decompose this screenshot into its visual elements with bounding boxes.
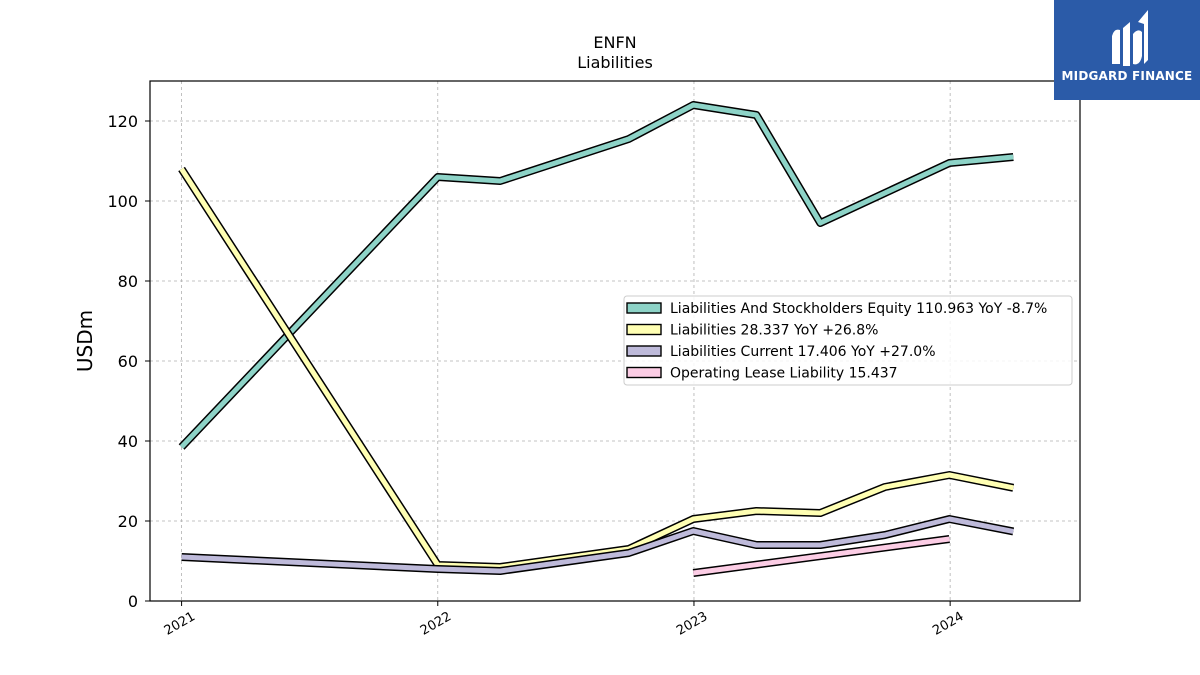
series-liabilities-and-stockholders-equity (178, 101, 1014, 450)
series-lines (178, 101, 1015, 577)
series-liabilities-current (181, 515, 1015, 575)
series-line (692, 536, 950, 576)
brand-logo: MIDGARD FINANCE (1054, 0, 1200, 100)
legend-entry: Liabilities And Stockholders Equity 110.… (670, 301, 1047, 317)
series-line-outline (178, 101, 1014, 450)
legend-swatch (626, 345, 662, 357)
legend-swatch (626, 323, 662, 336)
legend-swatch (626, 366, 662, 379)
logo-wordmark: MIDGARD FINANCE (1061, 69, 1193, 83)
y-axis: 0 20 40 60 80 100 120 (107, 112, 150, 611)
y-tick-label: 120 (107, 112, 138, 131)
x-axis: 2021 2022 2023 2024 (162, 601, 966, 639)
y-tick-label: 0 (128, 592, 138, 611)
legend-entry: Liabilities Current 17.406 YoY +27.0% (670, 344, 936, 360)
x-tick-label: 2024 (930, 609, 966, 639)
legend-box (623, 295, 1073, 386)
legend-swatch (626, 302, 662, 314)
series-line (179, 102, 1014, 449)
x-tick-label: 2022 (418, 609, 454, 639)
legend-entry: Operating Lease Liability 15.437 (670, 366, 898, 382)
midgard-logo-icon (1112, 10, 1148, 66)
series-line (181, 516, 1014, 574)
x-tick-label: 2023 (674, 609, 710, 639)
y-tick-label: 40 (118, 432, 138, 451)
y-axis-label: USDm (73, 310, 97, 372)
y-tick-label: 20 (118, 512, 138, 531)
plot-frame (149, 80, 1081, 602)
legend: Liabilities And Stockholders Equity 110.… (623, 295, 1073, 386)
y-tick-label: 80 (118, 272, 138, 291)
legend-entry: Liabilities 28.337 YoY +26.8% (670, 323, 878, 339)
series-operating-lease-liability (692, 535, 950, 577)
x-tick-label: 2021 (162, 609, 198, 639)
y-tick-label: 60 (118, 352, 138, 371)
chart-title: ENFN (593, 33, 636, 52)
y-tick-label: 100 (107, 192, 138, 211)
chart-subtitle: Liabilities (577, 53, 653, 72)
